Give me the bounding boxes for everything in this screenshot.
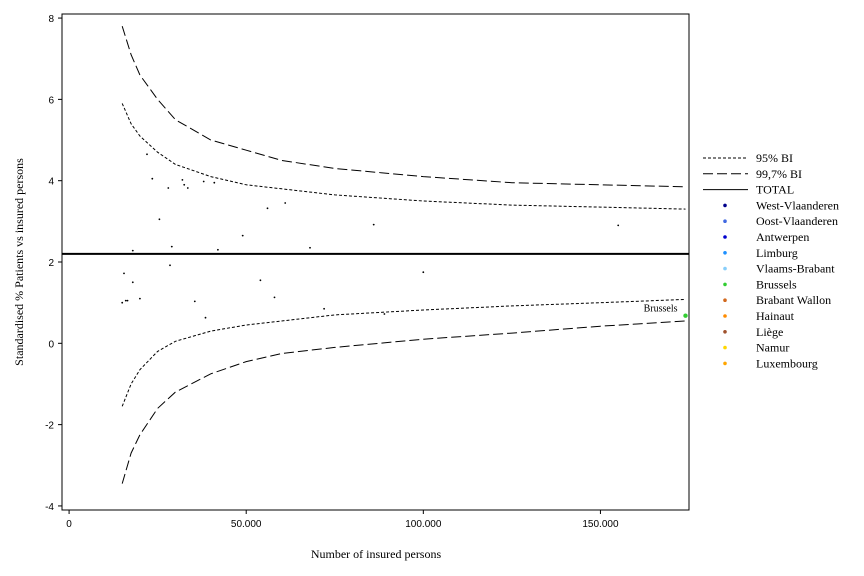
legend-label: Namur bbox=[756, 341, 789, 355]
x-tick-label: 0 bbox=[66, 519, 72, 530]
data-point bbox=[213, 181, 216, 184]
legend-swatch bbox=[723, 314, 727, 318]
legend-label: Liège bbox=[756, 325, 783, 339]
ci997-upper-line bbox=[121, 26, 686, 188]
plot-area bbox=[61, 13, 690, 511]
legend-swatch bbox=[723, 219, 727, 223]
data-point bbox=[309, 246, 311, 249]
y-tick-label: 2 bbox=[48, 258, 54, 269]
legend-label: Vlaams-Brabant bbox=[756, 262, 835, 276]
legend-label: Antwerpen bbox=[756, 230, 809, 244]
data-point bbox=[123, 272, 125, 275]
legend-label: TOTAL bbox=[756, 183, 794, 197]
data-point bbox=[126, 299, 129, 302]
data-point bbox=[383, 313, 386, 315]
data-point bbox=[169, 264, 171, 267]
x-axis-ticks: 0 50.000 100.000 150.000 bbox=[66, 510, 619, 530]
data-point bbox=[202, 180, 205, 183]
data-point bbox=[186, 187, 189, 189]
data-point bbox=[167, 187, 170, 189]
legend-label: Oost-Vlaanderen bbox=[756, 214, 838, 228]
data-point bbox=[372, 223, 375, 226]
data-point bbox=[617, 224, 620, 227]
data-point bbox=[181, 179, 184, 181]
data-point bbox=[193, 300, 196, 303]
y-axis-ticks: -4 -2 0 2 4 6 8 bbox=[45, 14, 62, 513]
legend-label: Luxembourg bbox=[756, 356, 818, 370]
data-point bbox=[158, 218, 161, 221]
data-point bbox=[124, 299, 127, 302]
data-point bbox=[170, 245, 173, 248]
data-point bbox=[323, 307, 325, 310]
x-tick-label: 50.000 bbox=[231, 519, 262, 530]
legend-label: West-Vlaanderen bbox=[756, 198, 839, 212]
data-point bbox=[183, 183, 186, 186]
data-point bbox=[204, 316, 207, 319]
y-tick-label: 6 bbox=[48, 95, 54, 106]
data-point bbox=[266, 207, 269, 210]
x-axis-label: Number of insured persons bbox=[311, 547, 442, 561]
y-tick-label: -4 bbox=[45, 502, 54, 513]
legend-label: Brussels bbox=[756, 277, 797, 291]
data-point bbox=[217, 248, 219, 251]
ci997-lower-line bbox=[121, 320, 686, 484]
x-tick-label: 100.000 bbox=[405, 519, 442, 530]
data-point bbox=[259, 279, 262, 282]
legend-swatch bbox=[723, 203, 727, 208]
data-point bbox=[151, 177, 154, 180]
y-tick-label: 4 bbox=[48, 177, 54, 188]
legend-swatch bbox=[723, 298, 727, 303]
data-point bbox=[131, 249, 134, 252]
x-tick-label: 150.000 bbox=[582, 519, 619, 530]
legend-swatch bbox=[723, 235, 727, 239]
legend-swatch bbox=[723, 345, 727, 350]
y-tick-label: 8 bbox=[48, 14, 54, 25]
data-point bbox=[241, 234, 244, 237]
legend-swatch bbox=[723, 282, 727, 287]
data-point bbox=[146, 153, 148, 156]
data-point bbox=[139, 297, 141, 300]
legend-label: 95% BI bbox=[756, 151, 793, 165]
legend-label: 99,7% BI bbox=[756, 167, 802, 181]
point-annotation: Brussels bbox=[644, 304, 678, 315]
data-point bbox=[121, 301, 124, 304]
legend-swatch bbox=[723, 361, 727, 366]
data-point bbox=[422, 271, 425, 274]
confidence-bands bbox=[121, 26, 686, 484]
data-point bbox=[131, 281, 134, 284]
data-point bbox=[284, 202, 287, 204]
legend-label: Brabant Wallon bbox=[756, 293, 831, 307]
legend-label: Hainaut bbox=[756, 309, 795, 323]
y-tick-label: -2 bbox=[45, 421, 54, 432]
legend-swatch bbox=[723, 266, 727, 271]
y-tick-label: 0 bbox=[48, 339, 54, 350]
legend-swatch bbox=[723, 251, 727, 255]
data-point bbox=[683, 313, 688, 318]
y-axis-label: Standardised % Patients vs insured perso… bbox=[12, 158, 26, 366]
legend-swatch bbox=[723, 330, 727, 334]
ci95-lower-line bbox=[121, 298, 686, 407]
data-point bbox=[273, 296, 276, 299]
legend-label: Limburg bbox=[756, 246, 798, 260]
data-points: Brussels bbox=[121, 153, 688, 319]
ci95-upper-line bbox=[121, 103, 686, 210]
